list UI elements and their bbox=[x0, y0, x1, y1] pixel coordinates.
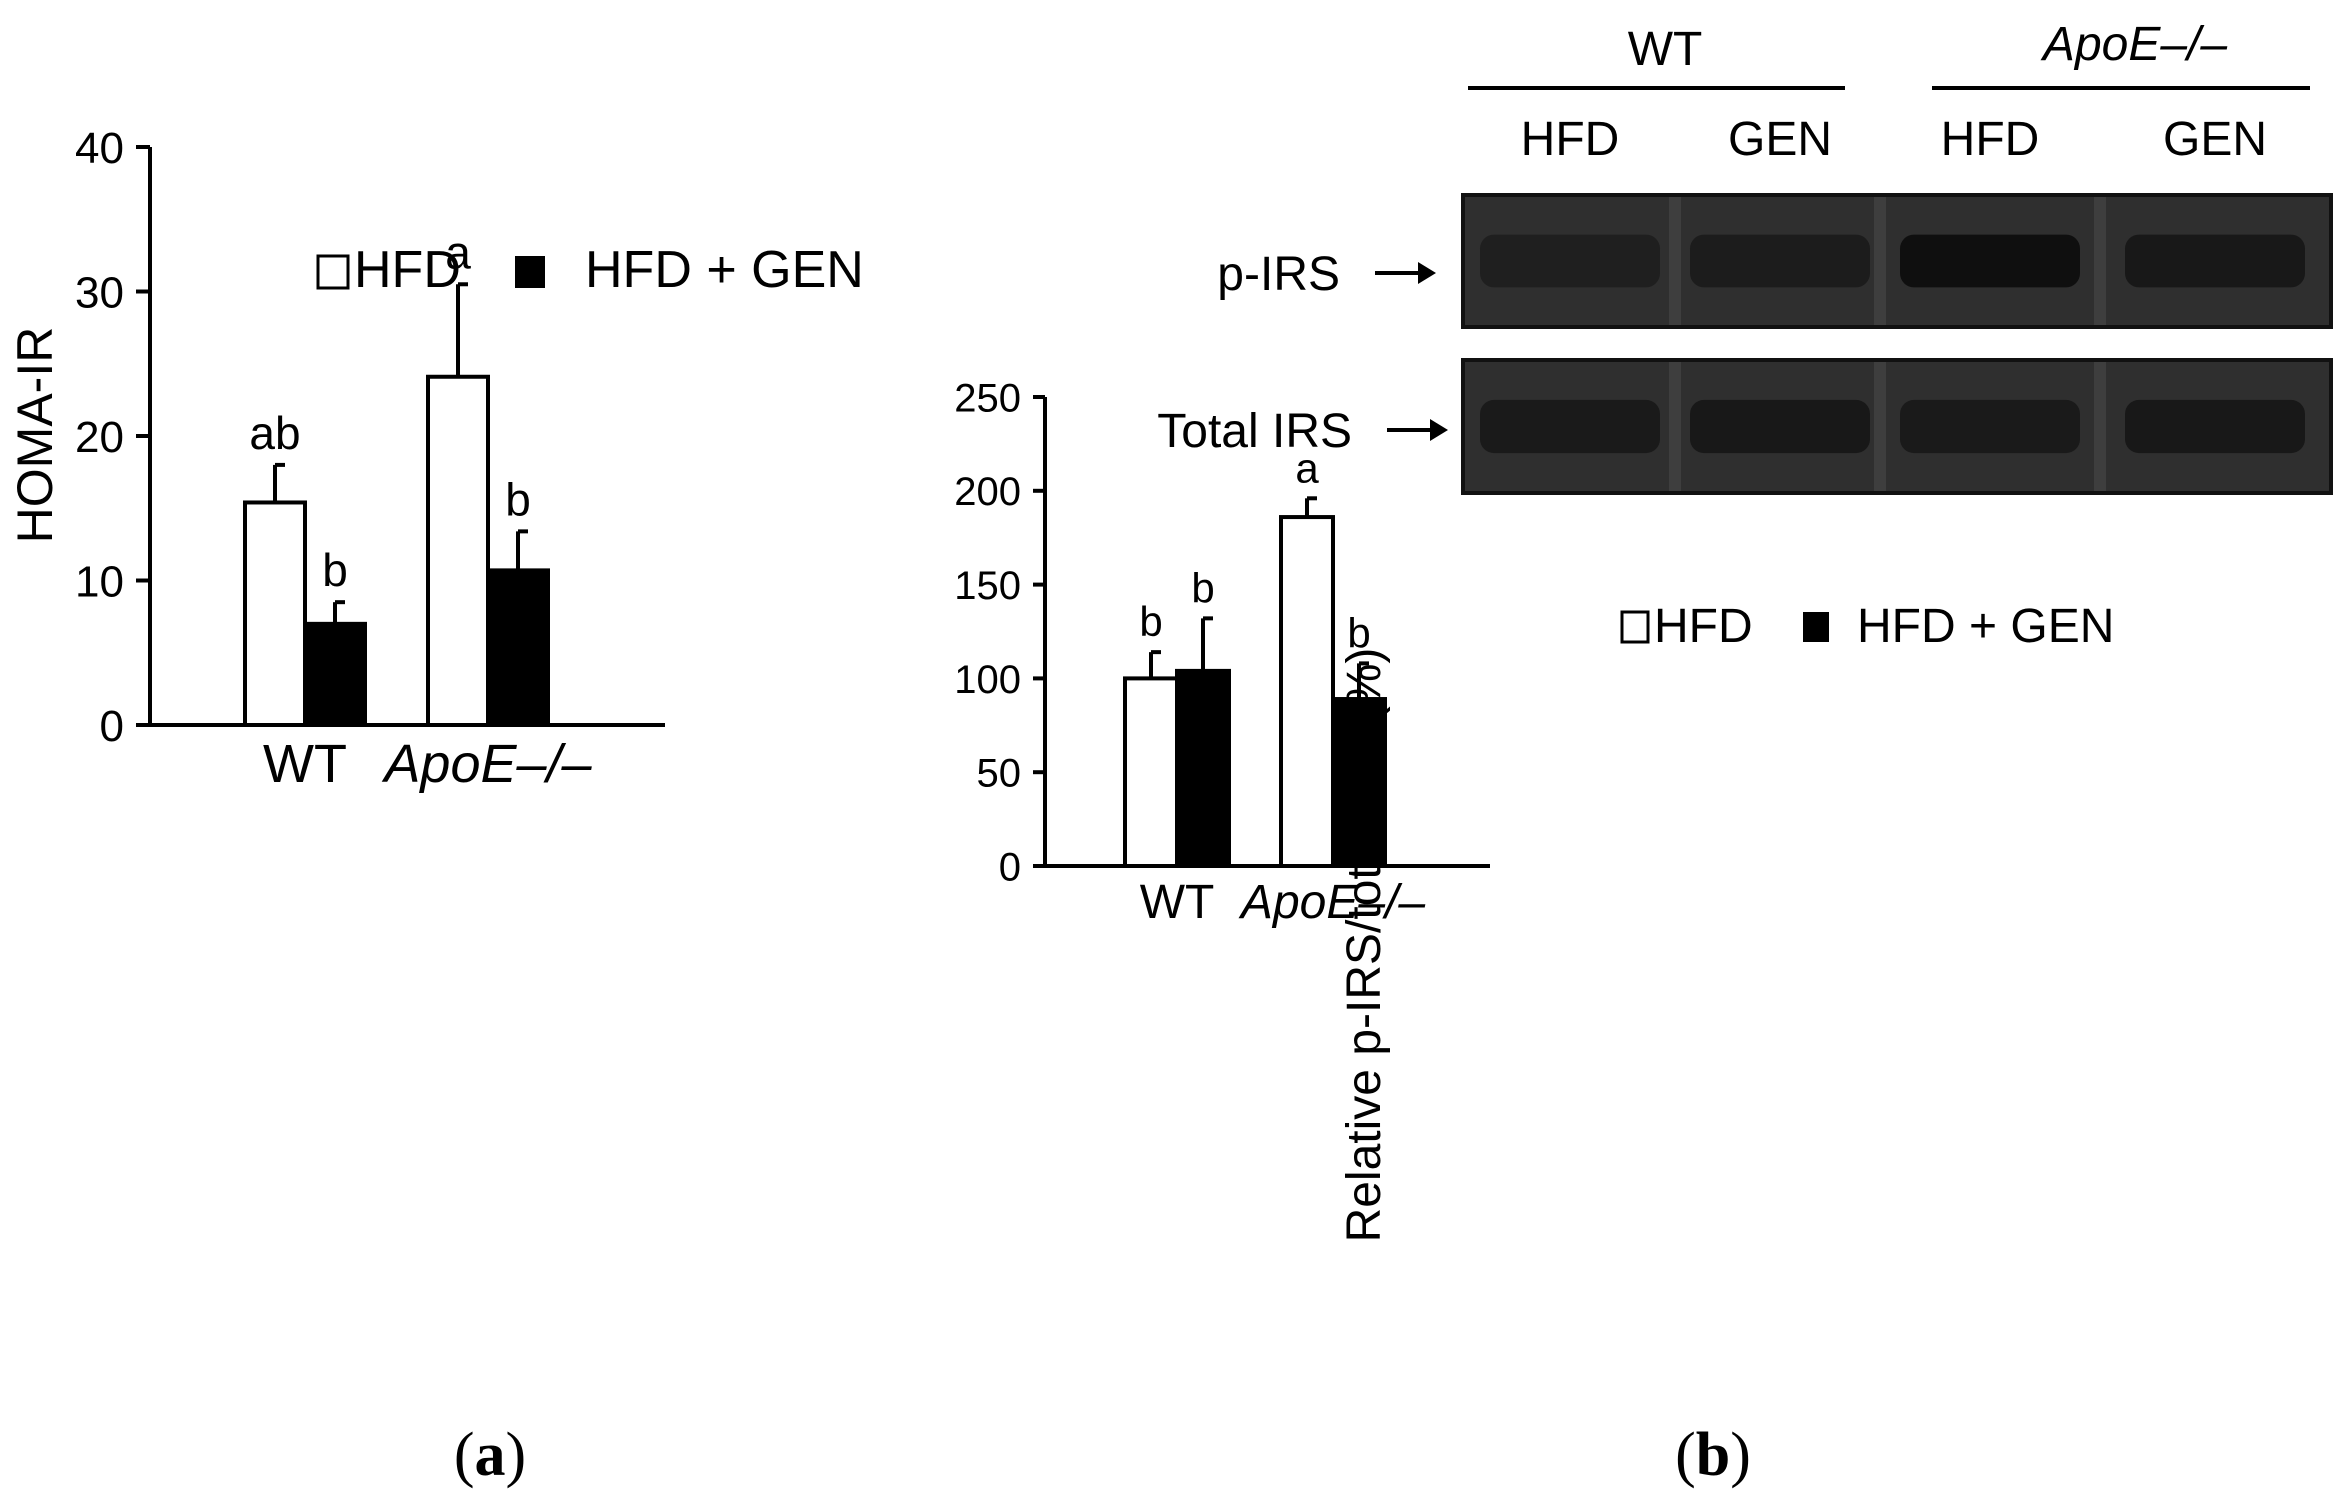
y-tick-label: 150 bbox=[954, 564, 1021, 608]
legend-label-hfd: HFD bbox=[354, 241, 461, 299]
x-category-label: WT bbox=[263, 734, 347, 794]
bar-hfd bbox=[1123, 676, 1179, 869]
blot-lane-gap bbox=[2094, 362, 2106, 491]
bar-hfd-gen bbox=[303, 621, 367, 727]
legend-label-hfd-gen: HFD + GEN bbox=[585, 241, 864, 299]
bar-hfd bbox=[243, 500, 307, 727]
blot-lane-label-4: GEN bbox=[2163, 113, 2267, 166]
blot-band bbox=[1900, 399, 2080, 454]
blot-lane-gap bbox=[1669, 197, 1681, 325]
blot-band bbox=[1690, 234, 1870, 288]
significance-letter: b bbox=[1139, 598, 1162, 645]
y-tick-label: 40 bbox=[75, 124, 124, 173]
blot-lane-gap bbox=[1874, 197, 1886, 325]
significance-letter: a bbox=[445, 226, 471, 278]
y-tick-label: 100 bbox=[954, 658, 1021, 702]
blot-band bbox=[1480, 399, 1660, 454]
chart-a: HOMA-IR HFD HFD + GEN 0 10 20 30 40 WT ApoE–/–… bbox=[7, 124, 864, 794]
legend-b-label-hfd-gen: HFD + GEN bbox=[1857, 600, 2114, 653]
y-tick-label: 250 bbox=[954, 376, 1021, 420]
chart-b: Relative p-IRS/total IRS (%) HFD HFD + G… bbox=[954, 376, 2114, 1242]
significance-letter: b bbox=[1191, 564, 1214, 611]
panel-label-b: (b) bbox=[1675, 1421, 1751, 1489]
chart-b-axes bbox=[1043, 397, 1490, 868]
blot-lane-label-1: HFD bbox=[1521, 113, 1620, 166]
blot-row-label-total: Total IRS bbox=[1157, 405, 1352, 458]
x-category-label: WT bbox=[1140, 876, 1215, 929]
chart-b-legend: HFD HFD + GEN bbox=[1620, 600, 2114, 653]
panel-label-b-letter: b bbox=[1696, 1421, 1730, 1489]
blot-band bbox=[1690, 399, 1870, 454]
blot-lane-label-2: GEN bbox=[1728, 113, 1832, 166]
y-tick-label: 200 bbox=[954, 470, 1021, 514]
blot-row-label-pirs: p-IRS bbox=[1217, 248, 1340, 301]
blot-row-arrowhead-total bbox=[1430, 419, 1448, 441]
y-tick-label: 30 bbox=[75, 268, 124, 317]
bar-hfd-gen bbox=[1175, 668, 1231, 868]
y-tick-label: 20 bbox=[75, 413, 124, 462]
significance-letter: ab bbox=[249, 407, 300, 459]
blot-row-arrowhead-pirs bbox=[1418, 262, 1436, 284]
bar-hfd-gen bbox=[1331, 697, 1387, 869]
chart-b-ticks: 0 50 100 150 200 250 WT ApoE–/– bbox=[954, 376, 1425, 929]
y-tick-label: 50 bbox=[977, 752, 1022, 796]
significance-letter: b bbox=[1347, 609, 1370, 656]
blot-lane-gap bbox=[1669, 362, 1681, 491]
blot-lane-gap bbox=[2094, 197, 2106, 325]
significance-letter: b bbox=[505, 473, 531, 525]
blot-group-label-wt: WT bbox=[1628, 23, 1703, 76]
blot-lane-label-3: HFD bbox=[1941, 113, 2040, 166]
chart-a-ticks: 0 10 20 30 40 WT ApoE–/– bbox=[75, 124, 593, 794]
legend-swatch-hfd bbox=[316, 254, 350, 290]
legend-b-label-hfd: HFD bbox=[1654, 600, 1753, 653]
blot-group-label-apoe: ApoE–/– bbox=[2040, 18, 2227, 71]
blot-band bbox=[1900, 234, 2080, 288]
y-tick-label: 0 bbox=[999, 845, 1021, 889]
blot-lane-gap bbox=[1874, 362, 1886, 491]
western-blot: WT ApoE–/– HFD GEN HFD GEN p-IRS Total I… bbox=[1157, 18, 2333, 495]
y-tick-label: 0 bbox=[100, 702, 124, 751]
legend-b-swatch-hfd bbox=[1620, 610, 1650, 644]
significance-letter: b bbox=[322, 544, 348, 596]
x-category-label: ApoE–/– bbox=[381, 734, 592, 794]
significance-letter: a bbox=[1295, 444, 1319, 491]
bar-hfd bbox=[1279, 515, 1335, 869]
x-category-label: ApoE–/– bbox=[1238, 876, 1425, 929]
legend-swatch-hfd-gen bbox=[515, 256, 545, 288]
y-tick-label: 10 bbox=[75, 557, 124, 606]
blot-band bbox=[1480, 234, 1660, 288]
chart-a-axes bbox=[148, 147, 665, 727]
legend-b-swatch-hfd-gen bbox=[1803, 612, 1829, 642]
chart-a-legend: HFD HFD + GEN bbox=[316, 241, 864, 299]
blot-strips bbox=[1461, 193, 2333, 495]
blot-band bbox=[2125, 234, 2305, 288]
blot-band bbox=[2125, 399, 2305, 454]
panel-label-a-letter: a bbox=[475, 1421, 506, 1489]
bar-hfd-gen bbox=[486, 568, 550, 728]
bar-hfd bbox=[426, 374, 490, 727]
panel-label-a: (a) bbox=[454, 1421, 526, 1489]
chart-a-ylabel: HOMA-IR bbox=[7, 327, 63, 544]
